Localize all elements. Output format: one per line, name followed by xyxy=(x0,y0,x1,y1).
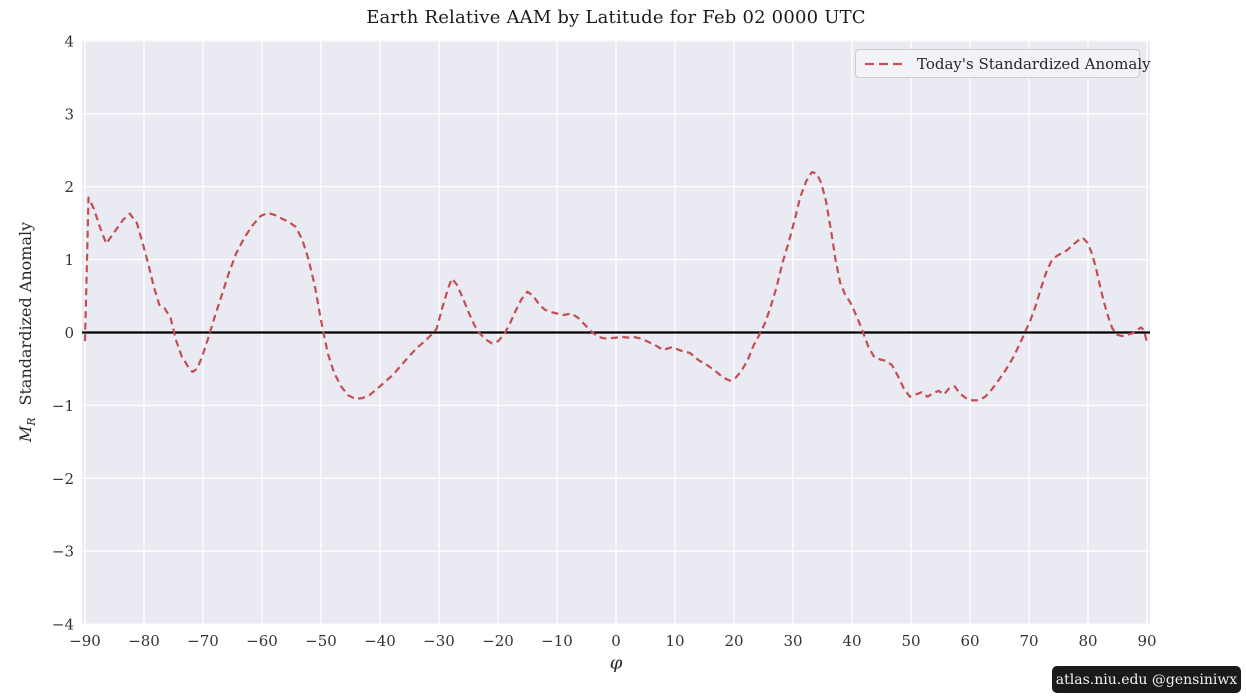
x-tick-label: −90 xyxy=(69,632,101,650)
anomaly-curve xyxy=(83,171,1149,402)
y-tick-label: 1 xyxy=(64,251,74,269)
chart-title: Earth Relative AAM by Latitude for Feb 0… xyxy=(366,7,866,28)
watermark-badge: atlas.niu.edu @gensiniwx xyxy=(1052,666,1241,693)
watermark-text: atlas.niu.edu @gensiniwx xyxy=(1055,671,1238,688)
x-tick-label: −20 xyxy=(482,632,514,650)
x-tick-label: −30 xyxy=(423,632,455,650)
x-axis-label: φ xyxy=(609,652,623,674)
x-tick-label: 10 xyxy=(665,632,684,650)
x-tick-label: 30 xyxy=(783,632,802,650)
y-tick-label: 0 xyxy=(64,324,74,342)
x-tick-label: −60 xyxy=(246,632,278,650)
legend-label: Today's Standardized Anomaly xyxy=(917,54,1151,73)
x-tick-label: −50 xyxy=(305,632,337,650)
y-tick-label: −2 xyxy=(52,470,74,488)
x-tick-label: 40 xyxy=(842,632,861,650)
dashed-line-swatch xyxy=(865,62,903,65)
x-tick-label: −10 xyxy=(541,632,573,650)
x-tick-label: 50 xyxy=(901,632,920,650)
x-tick-label: 70 xyxy=(1019,632,1038,650)
ylabel-subscript: R xyxy=(25,417,39,426)
x-tick-label: 0 xyxy=(611,632,621,650)
ylabel-variable: M xyxy=(15,425,35,443)
y-axis-label: MR Standardized Anomaly xyxy=(16,222,38,442)
x-tick-label: 60 xyxy=(960,632,979,650)
y-tick-label: −4 xyxy=(52,616,74,634)
x-tick-label: −70 xyxy=(187,632,219,650)
x-tick-label: −80 xyxy=(128,632,160,650)
x-tick-label: 20 xyxy=(724,632,743,650)
x-tick-label: 80 xyxy=(1078,632,1097,650)
x-tick-label: 90 xyxy=(1137,632,1156,650)
x-tick-label: −40 xyxy=(364,632,396,650)
y-tick-label: −1 xyxy=(52,397,74,415)
y-tick-label: 4 xyxy=(64,32,74,50)
ylabel-text: Standardized Anomaly xyxy=(15,221,35,406)
y-tick-label: −3 xyxy=(52,543,74,561)
legend: Today's Standardized Anomaly xyxy=(855,49,1151,78)
y-tick-label: 2 xyxy=(64,178,74,196)
y-tick-label: 3 xyxy=(64,105,74,123)
